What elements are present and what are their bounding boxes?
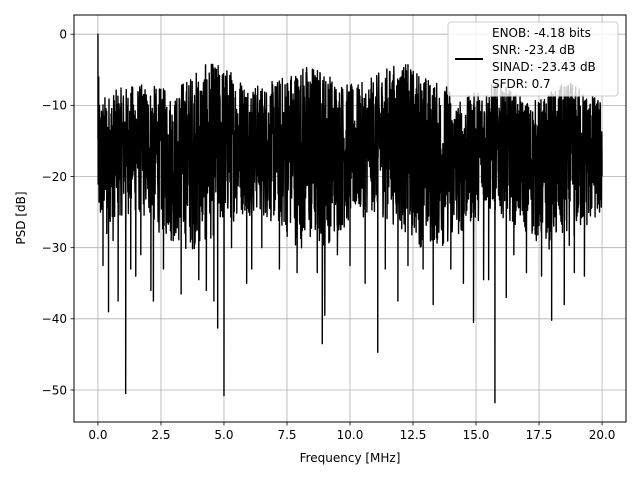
legend-entry-sfdr: SFDR: 0.7 bbox=[492, 77, 551, 91]
y-tick-label: −10 bbox=[42, 99, 67, 113]
x-tick-label: 0.0 bbox=[88, 428, 107, 442]
y-tick-label: −40 bbox=[42, 312, 67, 326]
x-tick-label: 20.0 bbox=[589, 428, 616, 442]
y-tick-label: 0 bbox=[59, 28, 67, 42]
x-tick-label: 7.5 bbox=[277, 428, 296, 442]
x-tick-label: 15.0 bbox=[463, 428, 490, 442]
x-tick-label: 17.5 bbox=[526, 428, 553, 442]
y-axis-label: PSD [dB] bbox=[14, 191, 28, 244]
legend-entry-sinad: SINAD: -23.43 dB bbox=[492, 60, 596, 74]
y-tick-label: −30 bbox=[42, 241, 67, 255]
y-tick-label: −20 bbox=[42, 170, 67, 184]
x-axis-label: Frequency [MHz] bbox=[300, 451, 401, 465]
legend-entry-snr: SNR: -23.4 dB bbox=[492, 43, 575, 57]
legend: ENOB: -4.18 bits SNR: -23.4 dB SINAD: -2… bbox=[447, 21, 619, 97]
y-axis: 0 −10 −20 −30 −40 −50 bbox=[42, 28, 74, 397]
series-layer bbox=[97, 33, 603, 404]
x-tick-label: 12.5 bbox=[400, 428, 427, 442]
x-tick-label: 5.0 bbox=[214, 428, 233, 442]
x-axis: 0.0 2.5 5.0 7.5 10.0 12.5 15.0 17.5 20.0 bbox=[88, 422, 615, 442]
psd-series-line bbox=[97, 33, 603, 404]
x-tick-label: 2.5 bbox=[151, 428, 170, 442]
y-tick-label: −50 bbox=[42, 383, 67, 397]
x-tick-label: 10.0 bbox=[337, 428, 364, 442]
legend-entry-enob: ENOB: -4.18 bits bbox=[492, 26, 591, 40]
legend-box bbox=[447, 21, 619, 97]
